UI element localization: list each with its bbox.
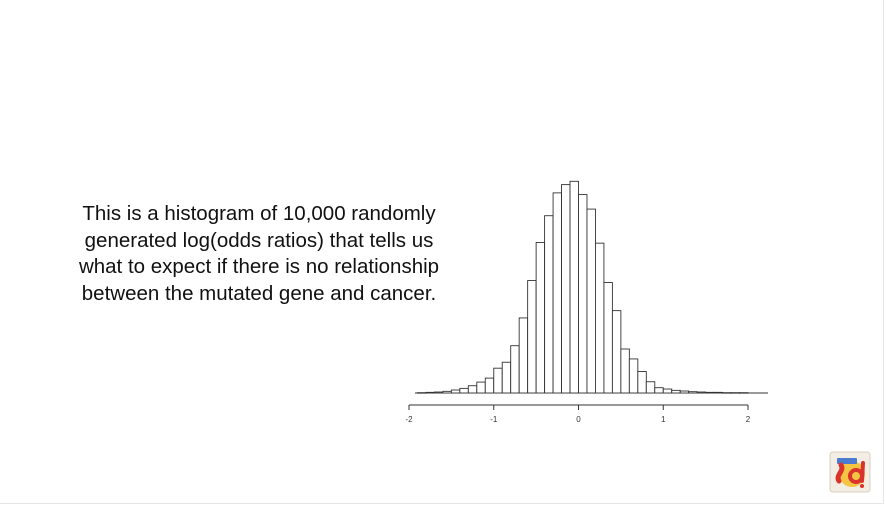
histogram-bar (501, 361, 512, 394)
histogram-bar (544, 215, 554, 394)
histogram-bar (713, 391, 724, 394)
histogram-bar (739, 392, 749, 394)
statquest-logo-icon (829, 451, 871, 493)
caption: This is a histogram of 10,000 randomly g… (40, 201, 478, 307)
histogram-bar (433, 391, 444, 394)
histogram-bar (722, 392, 732, 394)
histogram-bar (688, 391, 698, 394)
histogram-bar (611, 310, 622, 394)
histogram-bar (467, 385, 478, 394)
x-tick-label: 2 (746, 415, 751, 424)
histogram-bar (696, 391, 707, 394)
histogram-bar (425, 391, 435, 394)
caption-line-4: between the mutated gene and cancer. (81, 281, 437, 305)
caption-line-1: This is a histogram of 10,000 randomly (82, 202, 436, 225)
x-tick-label: 1 (661, 415, 666, 424)
histogram-bar (637, 371, 647, 394)
histogram-bar (535, 242, 546, 394)
x-tick-label: -1 (490, 415, 498, 424)
histogram-bar (459, 387, 469, 394)
histogram-bar (578, 194, 588, 394)
histogram-bar (561, 184, 571, 394)
histogram-bar (679, 390, 690, 394)
histogram-bar (484, 377, 495, 394)
histogram-bar (510, 345, 520, 394)
histogram-bar (671, 389, 681, 394)
histogram-bar (595, 242, 605, 394)
histogram-bar (442, 390, 452, 394)
histogram-bar (476, 381, 486, 394)
x-tick-label: -2 (405, 415, 413, 424)
histogram-bar (620, 348, 630, 394)
histogram-bar (450, 389, 461, 394)
caption-line-2: generated log(odds ratios) that tells us (84, 228, 434, 252)
histogram-bar (730, 392, 740, 394)
histogram-bar (628, 358, 639, 394)
histogram-bar (654, 387, 664, 394)
histogram-bar (586, 208, 596, 394)
x-tick-label: 0 (576, 415, 581, 424)
histogram-bar (493, 367, 503, 394)
histogram-bar (705, 391, 715, 394)
histogram-bar (417, 392, 427, 394)
histogram-bar (552, 192, 563, 394)
histogram-bar (527, 280, 537, 394)
histogram-bar (645, 381, 656, 394)
histogram-bar (662, 388, 673, 394)
histogram-bar (569, 180, 579, 394)
histogram-bar (518, 317, 529, 394)
caption-line-3: what to expect if there is no relationsh… (78, 255, 440, 278)
histogram-bar (603, 282, 613, 394)
